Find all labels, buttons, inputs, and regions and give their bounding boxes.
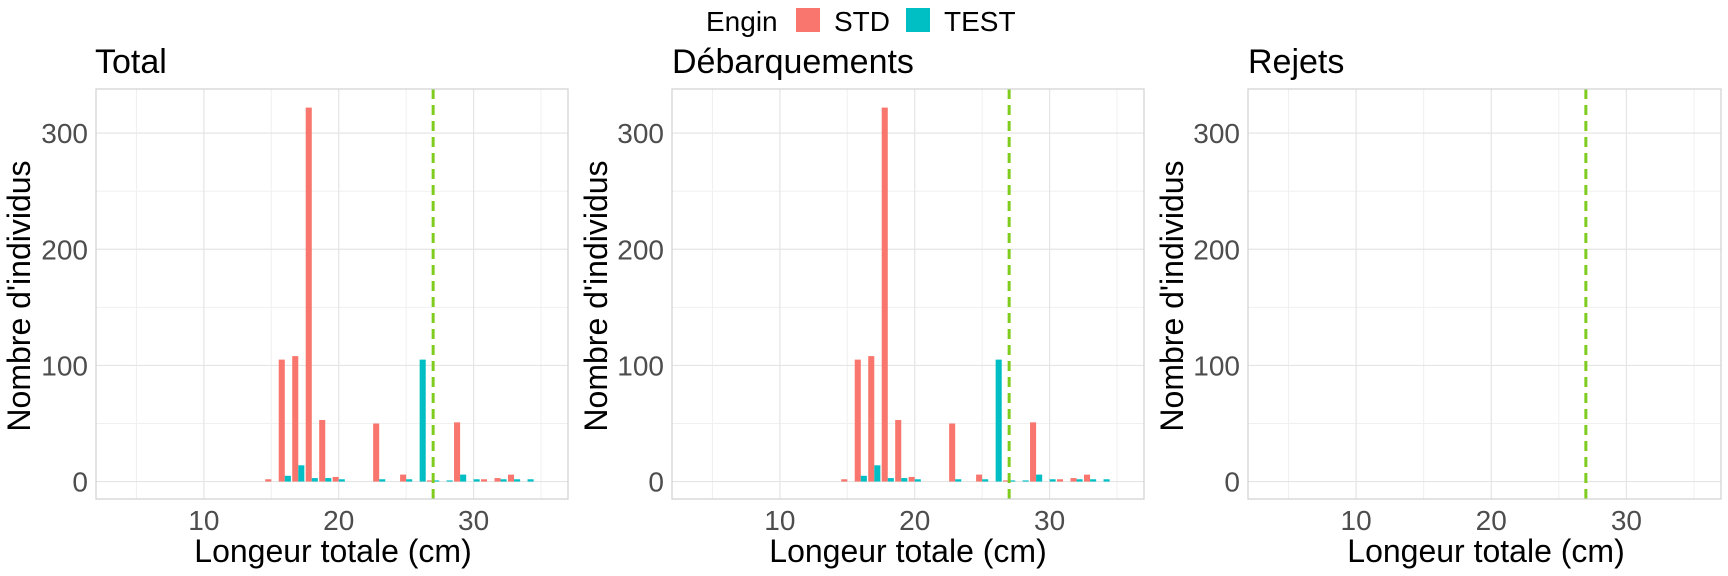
y-tick-label: 200 bbox=[1193, 234, 1240, 265]
bar-test bbox=[419, 359, 426, 482]
bar-test bbox=[473, 479, 480, 482]
bar-test bbox=[1049, 479, 1056, 482]
bar-test bbox=[446, 480, 453, 482]
bar-test bbox=[338, 479, 345, 482]
bar-test bbox=[887, 478, 894, 482]
bar-std bbox=[427, 480, 434, 482]
bar-test bbox=[406, 479, 413, 482]
bar-test bbox=[982, 479, 989, 482]
bar-std bbox=[400, 474, 407, 482]
x-axis-title: Longeur totale (cm) bbox=[1347, 533, 1624, 569]
bar-test bbox=[284, 475, 291, 482]
panel-title: Débarquements bbox=[672, 43, 914, 81]
panel-title: Rejets bbox=[1248, 43, 1344, 81]
y-axis-title: Nombre d'individus bbox=[1154, 160, 1190, 431]
bar-test bbox=[311, 478, 318, 482]
x-tick-label: 30 bbox=[1034, 505, 1065, 536]
bar-std bbox=[1083, 474, 1091, 482]
bar-test bbox=[514, 479, 521, 482]
y-tick-label: 300 bbox=[1193, 118, 1240, 149]
panel-border bbox=[671, 88, 1145, 500]
bar-std bbox=[949, 423, 956, 482]
bar-test bbox=[1009, 480, 1016, 482]
bar-test bbox=[955, 479, 962, 482]
y-axis-title: Nombre d'individus bbox=[578, 160, 614, 431]
bar-test bbox=[914, 479, 921, 482]
y-tick-label: 100 bbox=[41, 350, 88, 381]
bar-std bbox=[278, 359, 285, 482]
bar-std bbox=[292, 356, 299, 482]
bar-std bbox=[881, 107, 888, 482]
y-tick-label: 0 bbox=[1224, 467, 1240, 498]
bar-test bbox=[379, 479, 386, 482]
bar-std bbox=[841, 479, 848, 482]
bar-std bbox=[373, 423, 380, 482]
bar-std bbox=[868, 356, 875, 482]
bar-std bbox=[305, 107, 312, 482]
x-tick-label: 10 bbox=[188, 505, 219, 536]
legend-title: Engin bbox=[706, 6, 778, 37]
panel-border bbox=[95, 88, 569, 500]
bar-std bbox=[1030, 422, 1037, 482]
x-tick-label: 10 bbox=[764, 505, 795, 536]
y-tick-label: 300 bbox=[617, 118, 664, 149]
panel-border bbox=[1247, 88, 1722, 500]
y-tick-label: 200 bbox=[41, 234, 88, 265]
bar-std bbox=[319, 420, 326, 482]
bar-std bbox=[454, 422, 461, 482]
bar-std bbox=[494, 478, 501, 482]
bar-std bbox=[908, 476, 915, 482]
bar-std bbox=[1057, 479, 1064, 482]
x-axis-title: Longeur totale (cm) bbox=[194, 533, 471, 569]
y-tick-label: 200 bbox=[617, 234, 664, 265]
bar-std bbox=[1003, 480, 1010, 482]
x-axis-title: Longeur totale (cm) bbox=[769, 533, 1046, 569]
bar-test bbox=[874, 465, 881, 482]
y-tick-label: 100 bbox=[617, 350, 664, 381]
x-tick-label: 30 bbox=[1611, 505, 1642, 536]
legend-label-std: STD bbox=[834, 6, 890, 37]
x-tick-label: 30 bbox=[458, 505, 489, 536]
y-tick-label: 100 bbox=[1193, 350, 1240, 381]
bar-test bbox=[433, 480, 440, 482]
bar-test bbox=[1076, 479, 1083, 482]
x-tick-label: 20 bbox=[1476, 505, 1507, 536]
legend: Engin STD TEST bbox=[706, 6, 1016, 37]
bar-std bbox=[265, 479, 272, 482]
y-axis-title: Nombre d'individus bbox=[1, 160, 37, 431]
bar-test bbox=[500, 479, 507, 482]
y-tick-label: 0 bbox=[72, 467, 88, 498]
legend-swatch-test bbox=[906, 8, 930, 32]
bar-std bbox=[332, 476, 339, 482]
panel-title: Total bbox=[95, 43, 167, 81]
bar-test bbox=[1103, 479, 1110, 482]
y-tick-label: 300 bbox=[41, 118, 88, 149]
bar-test bbox=[1090, 479, 1097, 482]
bar-test bbox=[460, 474, 467, 482]
legend-label-test: TEST bbox=[944, 6, 1016, 37]
bar-test bbox=[325, 478, 332, 482]
bar-std bbox=[976, 474, 983, 482]
bar-test bbox=[901, 478, 908, 482]
y-tick-label: 0 bbox=[648, 467, 664, 498]
bar-std bbox=[895, 420, 902, 482]
legend-swatch-std bbox=[796, 8, 820, 32]
bar-std bbox=[854, 359, 861, 482]
bar-test bbox=[298, 465, 305, 482]
bar-std bbox=[1070, 478, 1077, 482]
bar-std bbox=[481, 479, 488, 482]
x-tick-label: 10 bbox=[1341, 505, 1372, 536]
bar-test bbox=[527, 479, 534, 482]
bar-test bbox=[1022, 480, 1029, 482]
bar-test bbox=[860, 475, 867, 482]
x-tick-label: 20 bbox=[899, 505, 930, 536]
bar-std bbox=[507, 474, 515, 482]
x-tick-label: 20 bbox=[323, 505, 354, 536]
bar-test bbox=[995, 359, 1002, 482]
bar-test bbox=[1036, 474, 1043, 482]
